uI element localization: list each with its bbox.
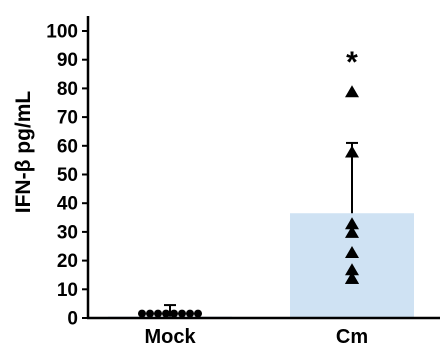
y-tick-label: 60 bbox=[57, 136, 78, 157]
x-categories: Mock Cm bbox=[144, 326, 368, 347]
y-ticks: 0 10 20 30 40 50 60 70 80 90 100 bbox=[46, 22, 88, 330]
y-axis-title: IFN-β pg/mL bbox=[12, 91, 35, 214]
data-point-cm bbox=[345, 271, 359, 284]
x-category-label: Cm bbox=[336, 326, 368, 347]
significance-marker: * bbox=[346, 46, 358, 79]
y-tick-label: 80 bbox=[57, 79, 78, 100]
data-point-cm bbox=[345, 263, 359, 276]
y-tick-label: 90 bbox=[57, 50, 78, 71]
y-tick-label: 70 bbox=[57, 108, 78, 129]
data-point-cm bbox=[345, 245, 359, 258]
y-tick-label: 50 bbox=[57, 165, 78, 186]
data-point-mock bbox=[178, 309, 186, 318]
y-tick-label: 10 bbox=[57, 280, 78, 301]
data-point-mock bbox=[194, 309, 202, 318]
bars-layer bbox=[108, 213, 414, 318]
y-tick-label: 30 bbox=[57, 222, 78, 243]
y-tick-label: 20 bbox=[57, 251, 78, 272]
data-point-cm bbox=[345, 225, 359, 238]
data-point-mock bbox=[162, 309, 170, 318]
y-tick-label: 0 bbox=[67, 309, 78, 330]
data-point-mock bbox=[146, 309, 154, 318]
x-category-label: Mock bbox=[144, 326, 196, 347]
data-point-mock bbox=[138, 309, 146, 318]
data-point-cm bbox=[345, 85, 359, 98]
y-tick-label: 40 bbox=[57, 194, 78, 215]
data-point-cm bbox=[345, 145, 359, 158]
data-point-mock bbox=[154, 309, 162, 318]
y-tick-label: 100 bbox=[46, 22, 78, 43]
annotations: * bbox=[346, 46, 358, 79]
data-points-layer bbox=[138, 85, 359, 318]
data-point-cm bbox=[345, 217, 359, 230]
data-point-mock bbox=[186, 309, 194, 318]
data-point-mock bbox=[170, 309, 178, 318]
